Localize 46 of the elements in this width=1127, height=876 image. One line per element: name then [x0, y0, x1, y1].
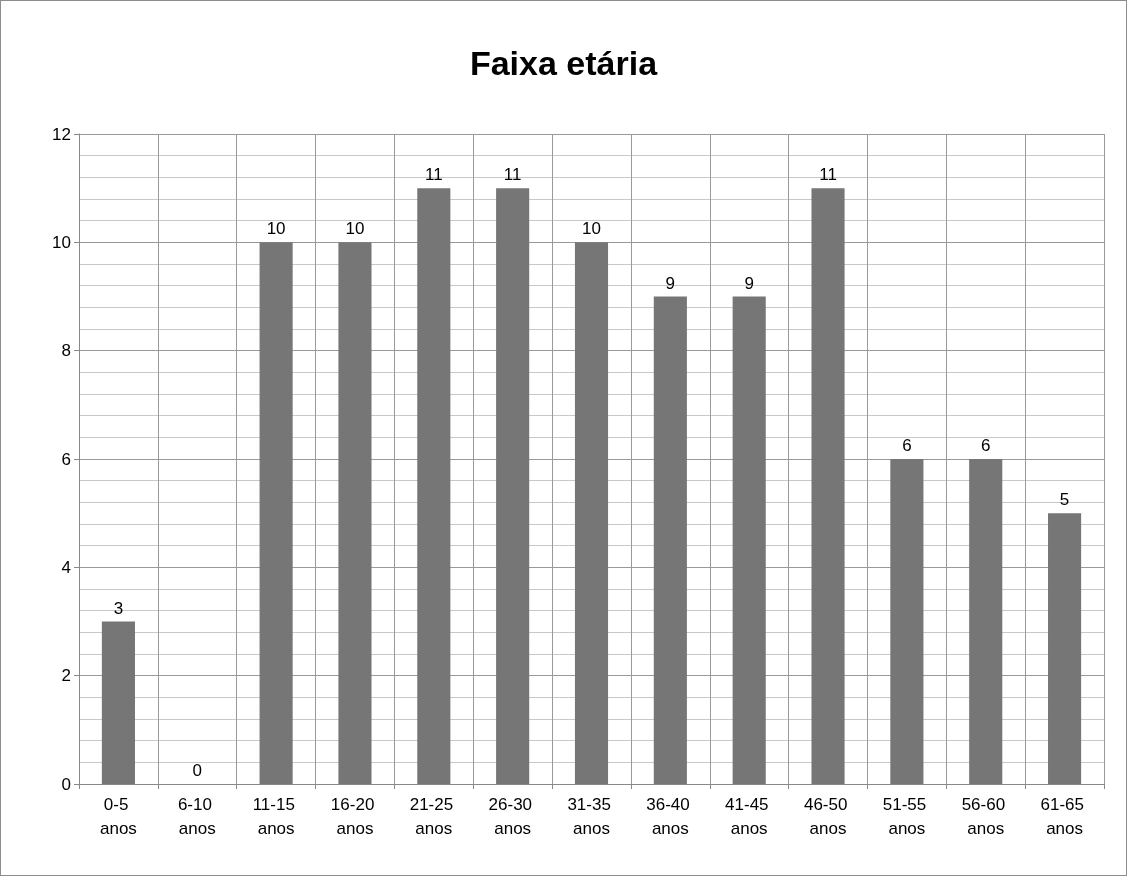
data-label: 11: [503, 165, 522, 185]
bar: [811, 188, 845, 784]
data-label: 10: [582, 219, 601, 239]
x-tick-label: 61-65 anos: [1040, 794, 1089, 838]
bar: [101, 621, 135, 784]
bar: [890, 459, 924, 784]
data-label: 10: [345, 219, 365, 239]
data-label: 9: [744, 273, 754, 293]
x-tick-label: 41-45 anos: [725, 794, 774, 838]
y-tick-label: 12: [52, 124, 71, 144]
data-label: 11: [819, 165, 837, 185]
y-tick-label: 0: [61, 774, 71, 794]
bar: [1048, 513, 1082, 784]
data-label: 6: [902, 436, 912, 455]
chart-title: Faixa etária: [469, 44, 659, 82]
bar: [496, 188, 530, 784]
y-tick-label: 4: [61, 557, 71, 577]
bar: [732, 296, 766, 784]
bar: [259, 242, 293, 784]
x-tick-label: 36-40 anos: [646, 794, 695, 838]
bar: [417, 188, 451, 784]
data-label: 9: [665, 273, 676, 293]
data-label: 5: [1059, 490, 1070, 510]
y-tick-label: 10: [52, 232, 71, 252]
x-tick-label: 11-15 anos: [252, 794, 300, 838]
x-tick-label: 0-5 anos: [99, 794, 137, 838]
bar: [338, 242, 372, 784]
x-tick-label: 46-50 anos: [803, 794, 853, 838]
data-label: 0: [192, 761, 202, 780]
x-tick-label: 31-35 anos: [567, 794, 616, 838]
data-label: 11: [424, 165, 443, 185]
x-tick-label: 21-25 anos: [409, 794, 458, 838]
x-tick-label: 51-55 anos: [882, 794, 931, 838]
data-label: 3: [113, 598, 124, 618]
y-tick-label: 2: [61, 666, 71, 686]
data-label: 10: [266, 219, 286, 239]
bar: [653, 296, 687, 784]
y-tick-label: 8: [61, 341, 71, 361]
x-tick-label: 26-30 anos: [488, 794, 537, 838]
bar: [969, 459, 1003, 784]
y-tick-label: 6: [61, 449, 71, 469]
x-tick-label: 56-60 anos: [961, 794, 1010, 838]
bar: [574, 242, 609, 784]
x-tick-label: 6-10 anos: [177, 794, 217, 838]
x-tick-label: 16-20 anos: [330, 794, 380, 838]
data-label: 6: [981, 436, 991, 455]
